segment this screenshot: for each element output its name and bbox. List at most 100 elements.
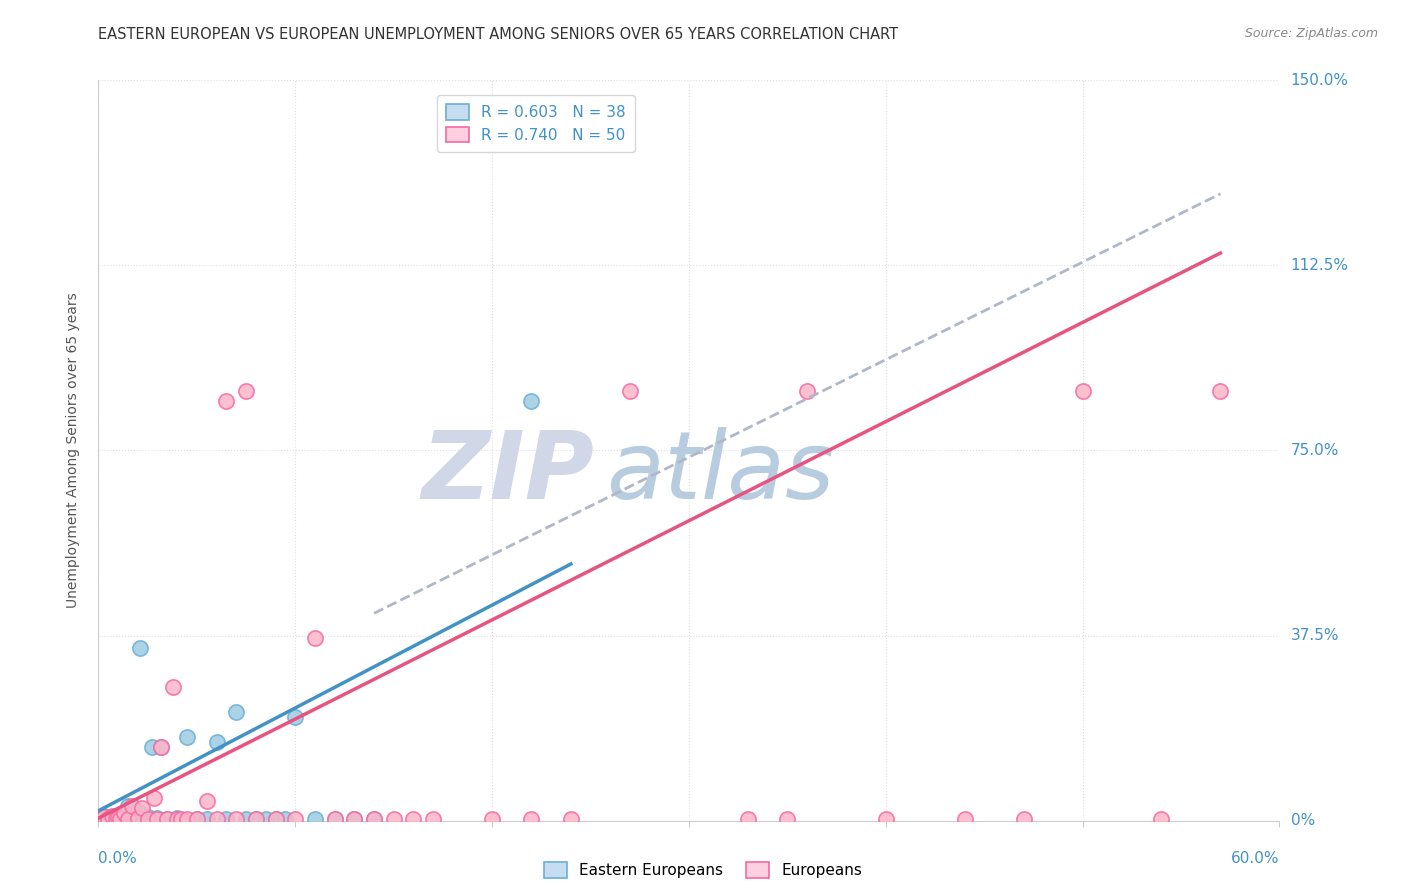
Point xyxy=(422,812,444,826)
Point xyxy=(131,801,153,815)
Point xyxy=(343,812,366,826)
Point xyxy=(195,812,218,826)
Point xyxy=(382,812,405,826)
Point xyxy=(274,812,297,826)
Point xyxy=(91,811,114,825)
Point xyxy=(284,812,307,826)
Point xyxy=(97,810,120,824)
Point xyxy=(776,812,799,826)
Point xyxy=(166,812,188,826)
Point xyxy=(284,710,307,724)
Point xyxy=(186,812,208,826)
Point xyxy=(264,812,287,826)
Point xyxy=(235,384,257,399)
Point xyxy=(127,811,149,825)
Text: 60.0%: 60.0% xyxy=(1232,851,1279,866)
Text: Source: ZipAtlas.com: Source: ZipAtlas.com xyxy=(1244,27,1378,40)
Point xyxy=(225,705,247,719)
Point xyxy=(150,739,173,754)
Point xyxy=(235,812,257,826)
Point xyxy=(115,806,138,821)
Point xyxy=(141,739,163,754)
Point xyxy=(150,739,173,754)
Point xyxy=(619,384,641,399)
Y-axis label: Unemployment Among Seniors over 65 years: Unemployment Among Seniors over 65 years xyxy=(66,293,80,608)
Point xyxy=(117,812,139,826)
Point xyxy=(343,812,366,826)
Point xyxy=(1071,384,1094,399)
Point xyxy=(205,812,228,826)
Point xyxy=(112,806,135,821)
Point xyxy=(402,812,425,826)
Point xyxy=(875,812,897,826)
Point xyxy=(215,812,238,826)
Point xyxy=(146,812,169,826)
Point xyxy=(108,812,131,826)
Point xyxy=(1012,812,1035,826)
Point xyxy=(107,808,129,822)
Point xyxy=(186,812,208,826)
Text: 0.0%: 0.0% xyxy=(98,851,138,866)
Point xyxy=(98,813,121,827)
Point xyxy=(128,640,150,655)
Point xyxy=(520,394,543,409)
Point xyxy=(481,812,503,826)
Text: 37.5%: 37.5% xyxy=(1291,628,1339,643)
Point xyxy=(304,631,326,645)
Point xyxy=(131,812,153,826)
Point xyxy=(146,811,169,825)
Point xyxy=(118,808,141,822)
Legend: R = 0.603   N = 38, R = 0.740   N = 50: R = 0.603 N = 38, R = 0.740 N = 50 xyxy=(437,95,636,152)
Point xyxy=(1209,384,1232,399)
Text: 75.0%: 75.0% xyxy=(1291,443,1339,458)
Text: 150.0%: 150.0% xyxy=(1291,73,1348,87)
Point xyxy=(363,812,385,826)
Point xyxy=(195,794,218,808)
Point xyxy=(156,812,179,826)
Point xyxy=(304,812,326,826)
Point xyxy=(176,730,198,744)
Point xyxy=(127,804,149,818)
Text: ZIP: ZIP xyxy=(422,426,595,518)
Point xyxy=(107,811,129,825)
Point xyxy=(254,812,277,826)
Point xyxy=(245,812,267,826)
Point xyxy=(520,812,543,826)
Point xyxy=(142,791,165,805)
Point xyxy=(105,812,128,826)
Legend: Eastern Europeans, Europeans: Eastern Europeans, Europeans xyxy=(538,856,868,884)
Point xyxy=(111,812,134,826)
Point xyxy=(245,812,267,826)
Point xyxy=(97,812,120,826)
Point xyxy=(323,812,346,826)
Text: atlas: atlas xyxy=(606,427,835,518)
Point xyxy=(156,812,179,826)
Point xyxy=(205,734,228,748)
Point xyxy=(117,798,139,813)
Text: 0%: 0% xyxy=(1291,814,1315,828)
Point xyxy=(737,812,759,826)
Text: 112.5%: 112.5% xyxy=(1291,258,1348,273)
Text: EASTERN EUROPEAN VS EUROPEAN UNEMPLOYMENT AMONG SENIORS OVER 65 YEARS CORRELATIO: EASTERN EUROPEAN VS EUROPEAN UNEMPLOYMEN… xyxy=(98,27,898,42)
Point xyxy=(953,812,976,826)
Point xyxy=(170,812,193,826)
Point xyxy=(89,812,111,826)
Point xyxy=(176,812,198,826)
Point xyxy=(136,812,159,826)
Point xyxy=(122,811,145,825)
Point xyxy=(166,811,188,825)
Point xyxy=(1150,812,1173,826)
Point xyxy=(121,798,143,813)
Point xyxy=(103,811,125,825)
Point xyxy=(215,394,238,409)
Point xyxy=(93,810,115,824)
Point xyxy=(264,812,287,826)
Point xyxy=(162,681,184,695)
Point xyxy=(136,810,159,824)
Point xyxy=(363,812,385,826)
Point xyxy=(96,812,118,826)
Point xyxy=(323,812,346,826)
Point xyxy=(93,808,115,822)
Point xyxy=(101,808,124,822)
Point xyxy=(560,812,582,826)
